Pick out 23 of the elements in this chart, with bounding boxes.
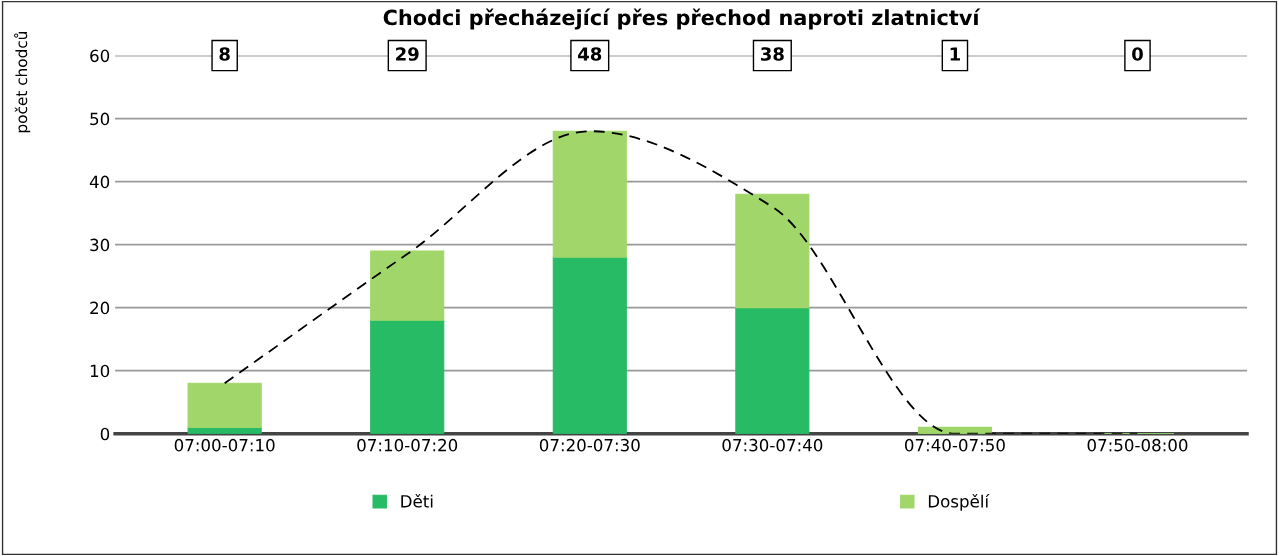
x-tick-label: 07:00-07:10 [174,438,275,452]
annotation: 38 [761,47,784,61]
x-tick-label: 07:20-07:30 [539,438,640,452]
y-tick-label: 30 [90,238,110,252]
x-tick-label: 07:30-07:40 [722,438,823,452]
y-tick-label: 50 [90,112,110,126]
annotation: 48 [578,47,602,61]
legend-label: Dospělí [928,494,990,511]
x-tick-label: 07:10-07:20 [357,438,458,452]
y-tick-label: 20 [90,301,110,315]
annotation: 1 [950,47,960,61]
chart-title: Chodci přecházející přes přechod naproti zlatnictví [383,8,981,30]
annotation: 8 [219,47,230,61]
x-tick-label: 07:40-07:50 [904,438,1005,452]
y-tick-label: 40 [89,175,110,189]
y-tick-label: 60 [90,49,110,63]
y-axis-title: počet chodců [14,32,31,133]
annotation: 0 [1132,47,1143,61]
y-tick-label: 10 [90,364,110,378]
x-tick-label: 07:50-08:00 [1087,438,1188,452]
annotation: 29 [396,47,419,61]
legend-label: Děti [401,494,433,508]
y-tick-label: 0 [100,427,110,441]
